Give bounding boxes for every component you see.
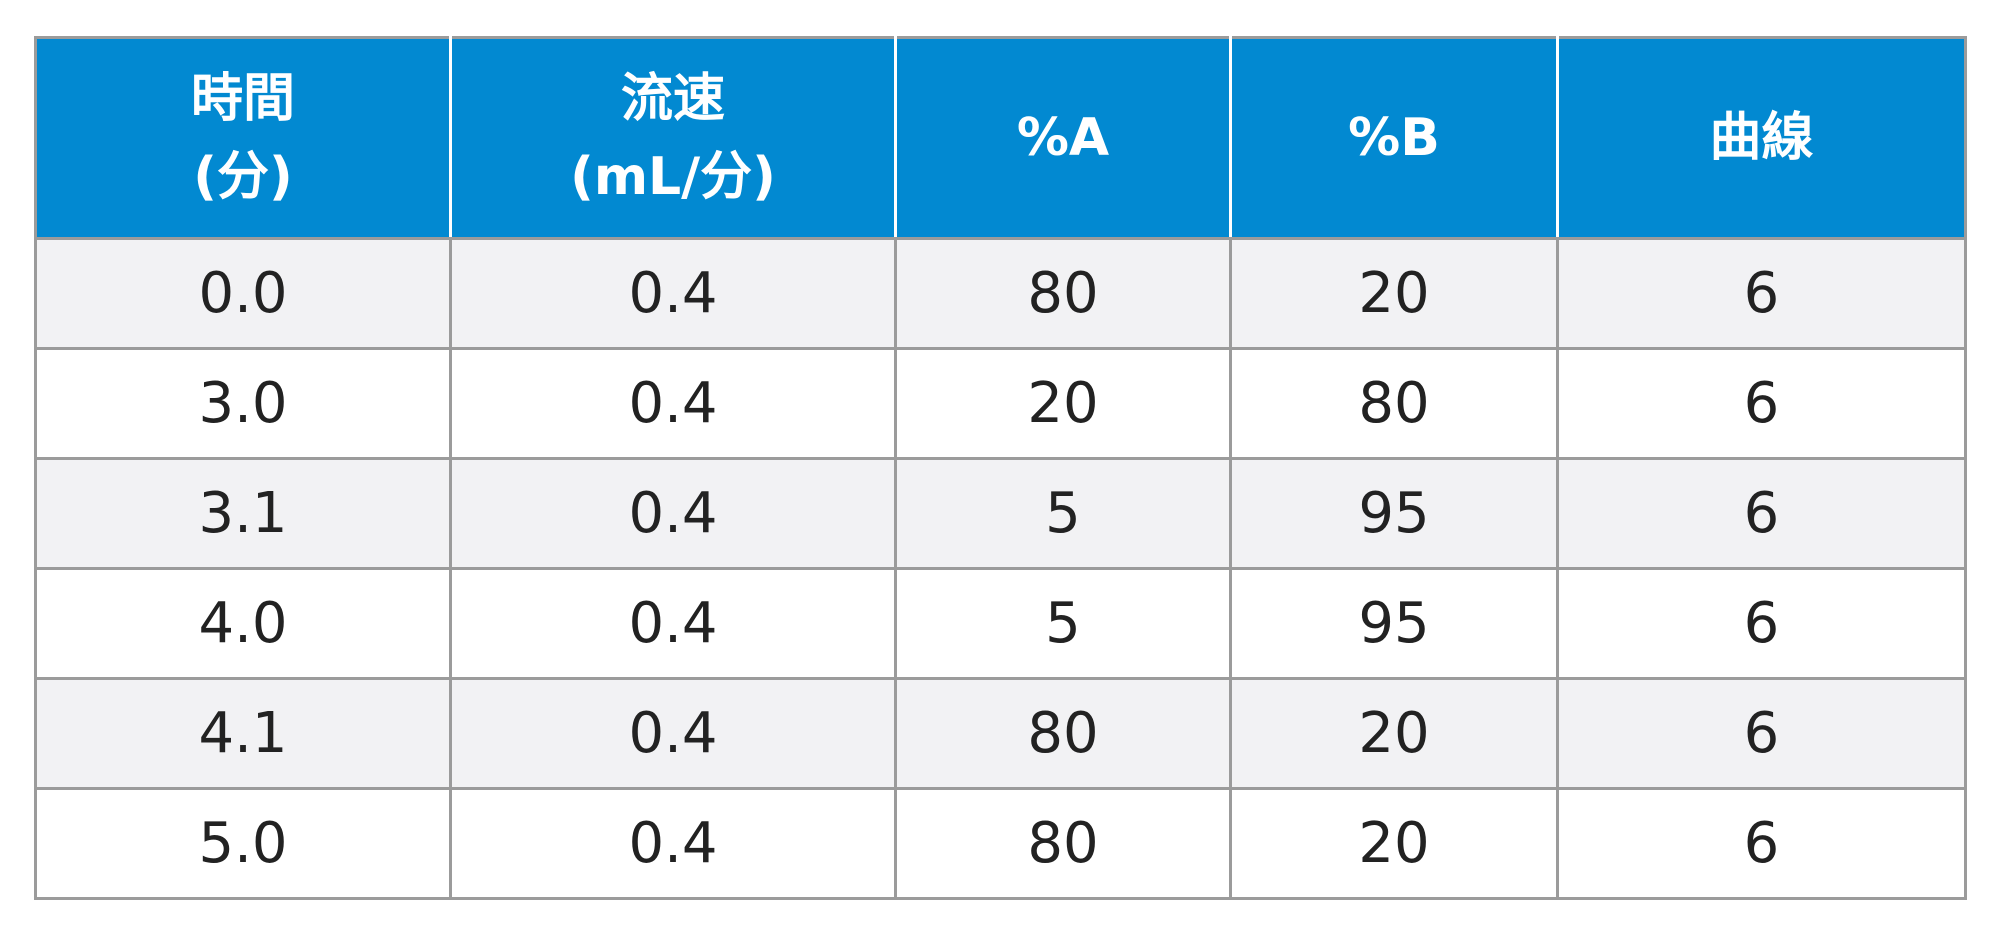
cell-time: 0.0 — [34, 237, 452, 350]
cell-curve: 6 — [1556, 237, 1967, 350]
table-row: 0.0 0.4 80 20 6 — [34, 237, 1967, 350]
table-row: 4.1 0.4 80 20 6 — [34, 677, 1967, 790]
header-curve-label: 曲線 — [1709, 108, 1814, 168]
header-flow-rate-label: 流速 — [620, 69, 725, 129]
header-percent-a: %A — [894, 36, 1232, 240]
header-time: 時間 (分) — [34, 36, 452, 240]
header-percent-b: %B — [1229, 36, 1559, 240]
table-row: 3.1 0.4 5 95 6 — [34, 457, 1967, 570]
cell-flow-rate: 0.4 — [449, 347, 897, 460]
header-row: 時間 (分) 流速 (mL/分) %A %B 曲線 — [34, 36, 1967, 240]
cell-percent-a: 80 — [894, 787, 1232, 900]
cell-time: 5.0 — [34, 787, 452, 900]
cell-time: 3.1 — [34, 457, 452, 570]
header-percent-b-label: %B — [1348, 108, 1440, 168]
cell-curve: 6 — [1556, 347, 1967, 460]
cell-percent-b: 20 — [1229, 677, 1559, 790]
cell-percent-b: 95 — [1229, 457, 1559, 570]
cell-percent-b: 95 — [1229, 567, 1559, 680]
cell-percent-b: 80 — [1229, 347, 1559, 460]
cell-percent-a: 20 — [894, 347, 1232, 460]
cell-percent-a: 80 — [894, 237, 1232, 350]
table-body: 0.0 0.4 80 20 6 3.0 0.4 20 80 6 3.1 0.4 … — [34, 237, 1967, 900]
cell-percent-b: 20 — [1229, 787, 1559, 900]
cell-flow-rate: 0.4 — [449, 457, 897, 570]
header-flow-rate-unit: (mL/分) — [570, 147, 776, 207]
cell-flow-rate: 0.4 — [449, 567, 897, 680]
cell-curve: 6 — [1556, 677, 1967, 790]
cell-flow-rate: 0.4 — [449, 237, 897, 350]
table-header: 時間 (分) 流速 (mL/分) %A %B 曲線 — [34, 36, 1967, 240]
cell-flow-rate: 0.4 — [449, 787, 897, 900]
cell-curve: 6 — [1556, 567, 1967, 680]
header-flow-rate: 流速 (mL/分) — [449, 36, 897, 240]
table-row: 5.0 0.4 80 20 6 — [34, 787, 1967, 900]
cell-percent-a: 5 — [894, 457, 1232, 570]
gradient-table-container: 時間 (分) 流速 (mL/分) %A %B 曲線 0 — [34, 36, 1967, 900]
table-row: 4.0 0.4 5 95 6 — [34, 567, 1967, 680]
cell-time: 4.1 — [34, 677, 452, 790]
cell-time: 3.0 — [34, 347, 452, 460]
cell-percent-a: 80 — [894, 677, 1232, 790]
gradient-table: 時間 (分) 流速 (mL/分) %A %B 曲線 0 — [34, 36, 1967, 900]
header-percent-a-label: %A — [1016, 108, 1110, 168]
header-curve: 曲線 — [1556, 36, 1967, 240]
table-row: 3.0 0.4 20 80 6 — [34, 347, 1967, 460]
cell-percent-b: 20 — [1229, 237, 1559, 350]
header-time-label: 時間 — [190, 69, 295, 129]
cell-flow-rate: 0.4 — [449, 677, 897, 790]
cell-curve: 6 — [1556, 457, 1967, 570]
header-time-unit: (分) — [193, 147, 293, 207]
cell-time: 4.0 — [34, 567, 452, 680]
cell-percent-a: 5 — [894, 567, 1232, 680]
cell-curve: 6 — [1556, 787, 1967, 900]
